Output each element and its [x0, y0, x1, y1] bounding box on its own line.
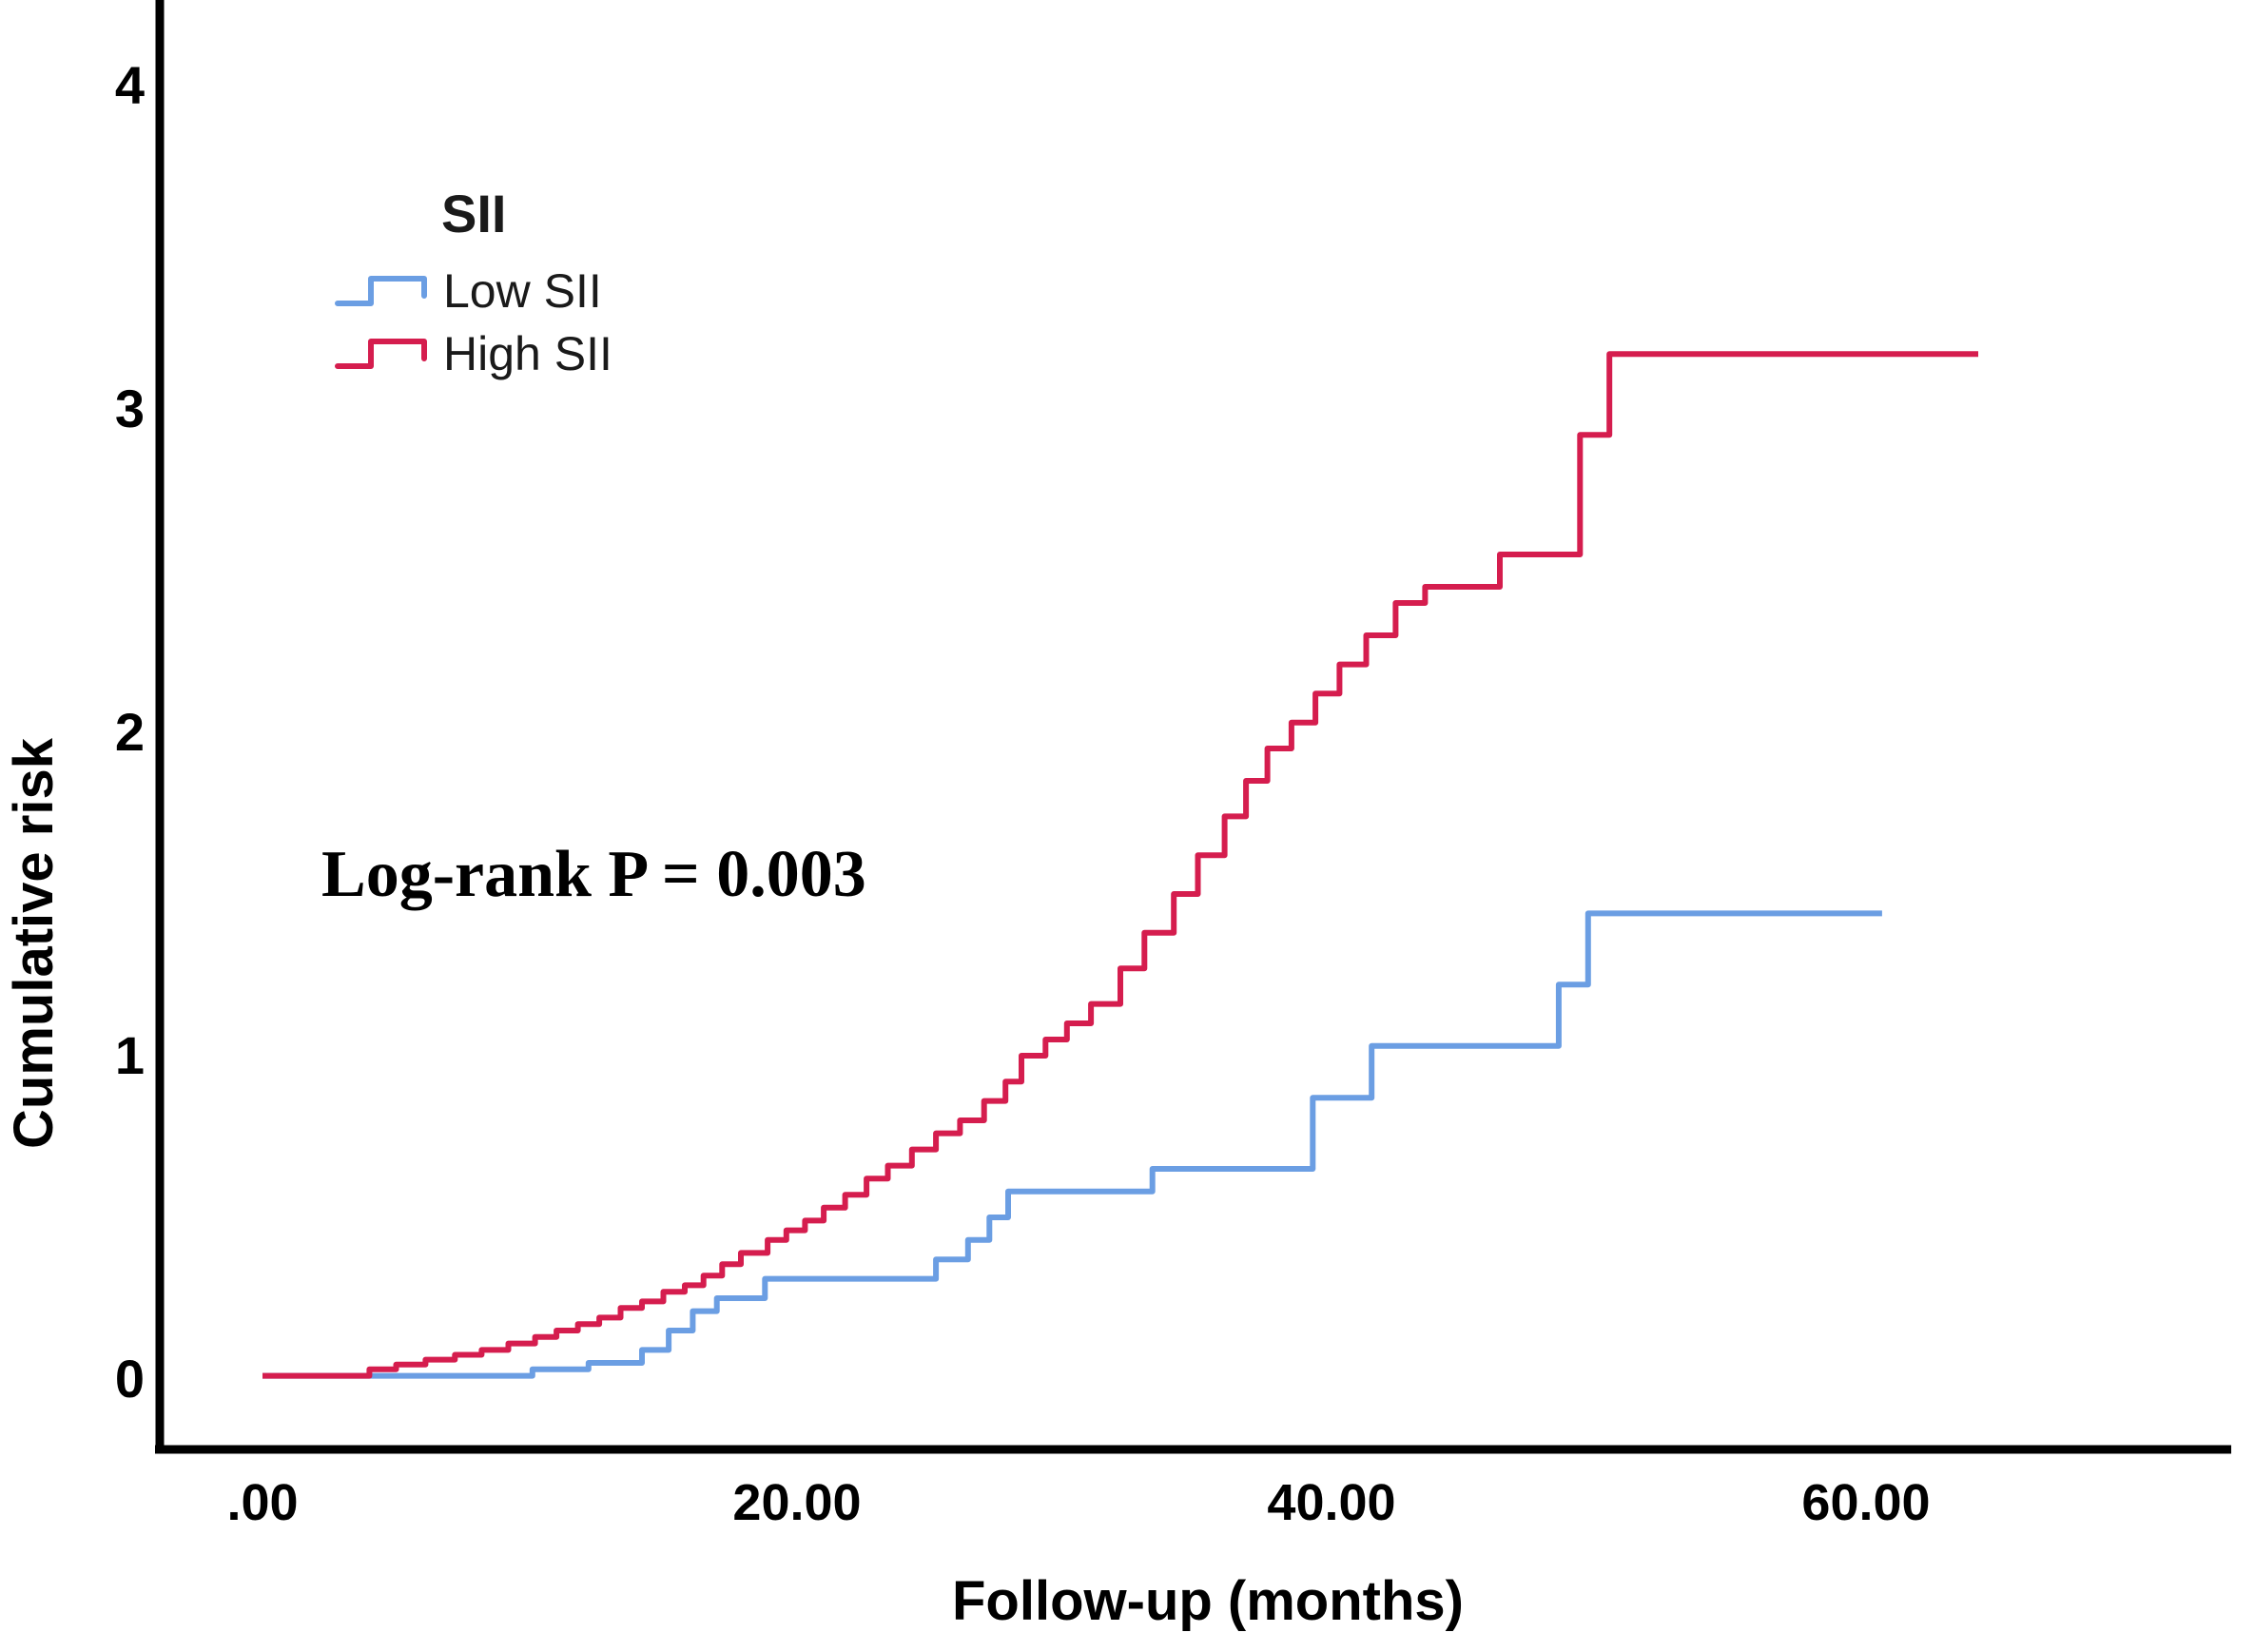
y-tick-label-4: 4: [114, 55, 145, 115]
legend-label-high-sii: High SII: [443, 327, 612, 380]
step-line-swatch-high-sii: [335, 339, 427, 369]
y-tick-label-3: 3: [114, 379, 145, 438]
y-tick-label-2: 2: [114, 702, 145, 762]
legend-title: SII: [441, 184, 507, 243]
x-tick-label-20: 20.00: [732, 1474, 862, 1531]
legend-item-low-sii: Low SII: [335, 260, 612, 322]
curve-high-sii: [262, 351, 1978, 1379]
legend: SII Low SII High SII: [335, 183, 612, 385]
log-rank-annotation: Log-rank P = 0.003: [321, 838, 866, 911]
x-tick-label-40: 40.00: [1267, 1474, 1396, 1531]
x-axis-title: Follow-up (months): [952, 1570, 1464, 1632]
legend-label-low-sii: Low SII: [443, 264, 602, 318]
legend-item-high-sii: High SII: [335, 322, 612, 385]
y-axis-title: Cumulative risk: [3, 738, 65, 1149]
legend-items: Low SII High SII: [335, 260, 612, 385]
x-tick-label-0: .00: [226, 1474, 299, 1531]
step-line-swatch-low-sii: [335, 276, 427, 306]
y-tick-label-1: 1: [114, 1025, 145, 1085]
x-tick-label-60: 60.00: [1801, 1474, 1931, 1531]
y-tick-label-0: 0: [114, 1349, 145, 1409]
curve-low-sii: [262, 910, 1882, 1379]
